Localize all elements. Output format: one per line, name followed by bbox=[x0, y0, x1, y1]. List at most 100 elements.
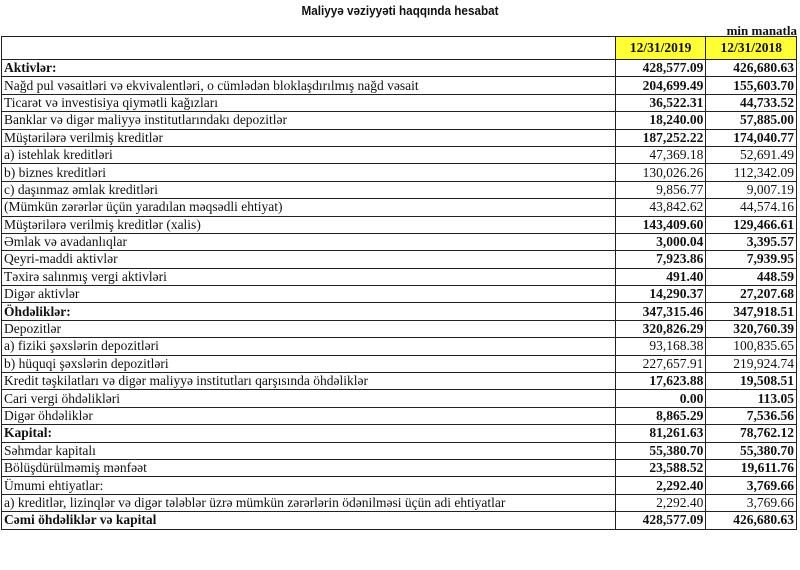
value-2018: 426,680.63 bbox=[705, 511, 797, 530]
column-header-2018: 12/31/2018 bbox=[705, 36, 797, 60]
value-2018: 448.59 bbox=[705, 267, 797, 287]
value-2019: 47,369.18 bbox=[614, 145, 707, 165]
value-2018: 78,762.12 bbox=[705, 424, 797, 443]
table-row: Banklar və digər maliyyə institutlarında… bbox=[1, 111, 797, 130]
row-label: Bölüşdürülməmiş mənfəət bbox=[1, 458, 616, 478]
value-2018: 27,207.68 bbox=[705, 285, 797, 304]
value-2019: 36,522.31 bbox=[614, 93, 707, 113]
row-label: Öhdəliklər: bbox=[1, 302, 616, 321]
table-row: Səhmdar kapitalı 55,380.70 55,380.70 bbox=[1, 441, 797, 460]
row-label: Aktivlər: bbox=[1, 58, 616, 78]
table-row: Öhdəliklər: 347,315.46 347,918.51 bbox=[1, 302, 797, 321]
value-2019: 320,826.29 bbox=[614, 319, 707, 339]
value-2018: 3,395.57 bbox=[705, 232, 797, 252]
row-label: Təxirə salınmış vergi aktivləri bbox=[1, 267, 616, 287]
row-label: Kredit təşkilatları və digər maliyyə ins… bbox=[1, 372, 616, 391]
value-2019: 17,623.88 bbox=[614, 372, 707, 391]
value-2019: 7,923.86 bbox=[614, 250, 707, 269]
value-2018: 219,924.74 bbox=[705, 354, 797, 374]
value-2018: 155,603.70 bbox=[705, 76, 797, 95]
row-label: Digər öhdəliklər bbox=[1, 406, 616, 426]
value-2019: 2,292.40 bbox=[614, 476, 707, 495]
value-2019: 227,657.91 bbox=[614, 354, 707, 374]
table-row: Müştərilərə verilmiş kreditlər 187,252.22… bbox=[1, 128, 797, 147]
row-label: a) istehlak kreditləri bbox=[1, 145, 616, 165]
value-2018: 3,769.66 bbox=[705, 476, 797, 495]
row-label: Banklar və digər maliyyə institutlarında… bbox=[1, 111, 616, 130]
value-2019: 187,252.22 bbox=[614, 128, 707, 147]
row-label: b) biznes kreditləri bbox=[1, 163, 616, 182]
table-row: Depozitlər 320,826.29 320,760.39 bbox=[1, 319, 797, 339]
value-2018: 174,040.77 bbox=[705, 128, 797, 147]
value-2018: 426,680.63 bbox=[705, 58, 797, 78]
table-row: Digər aktivlər 14,290.37 27,207.68 bbox=[1, 285, 797, 304]
balance-sheet-table: 12/31/2019 12/31/2018 Aktivlər: 428,577.0… bbox=[1, 36, 797, 530]
table-row: Kapital: 81,261.63 78,762.12 bbox=[1, 424, 797, 443]
row-label: Cari vergi öhdəlikləri bbox=[1, 389, 616, 408]
value-2019: 2,292.40 bbox=[614, 493, 707, 513]
row-label: a) kreditlər, lizinqlər və digər tələblə… bbox=[1, 493, 616, 513]
row-label: (Mümkün zərərlər üçün yaradılan məqsədli… bbox=[1, 198, 616, 217]
value-2019: 428,577.09 bbox=[614, 511, 707, 530]
table-row: Bölüşdürülməmiş mənfəət 23,588.52 19,611.7… bbox=[1, 458, 797, 478]
row-label: b) hüquqi şəxslərin depozitləri bbox=[1, 354, 616, 374]
value-2019: 347,315.46 bbox=[614, 302, 707, 321]
value-2019: 18,240.00 bbox=[614, 111, 707, 130]
row-label: Müştərilərə verilmiş kreditlər bbox=[1, 128, 616, 147]
table-row: Nağd pul vəsaitləri və ekvivalentləri, o… bbox=[1, 76, 797, 95]
value-2018: 7,536.56 bbox=[705, 406, 797, 426]
row-label: Əmlak və avadanlıqlar bbox=[1, 232, 616, 252]
row-label: Nağd pul vəsaitləri və ekvivalentləri, o… bbox=[1, 76, 616, 95]
page-title: Maliyyə vəziyyəti haqqında hesabat bbox=[301, 3, 499, 18]
value-2019: 8,865.29 bbox=[614, 406, 707, 426]
table-row: Aktivlər: 428,577.09 426,680.63 bbox=[1, 58, 797, 78]
table-row: (Mümkün zərərlər üçün yaradılan məqsədli… bbox=[1, 198, 797, 217]
row-label: Ticarət və investisiya qiymətli kağızlar… bbox=[1, 93, 616, 113]
value-2018: 44,574.16 bbox=[705, 198, 797, 217]
value-2019: 491.40 bbox=[614, 267, 707, 287]
table-row: c) daşınmaz əmlak kreditləri 9,856.77 9,00… bbox=[1, 180, 797, 200]
row-label: Ümumi ehtiyatlar: bbox=[1, 476, 616, 495]
value-2019: 9,856.77 bbox=[614, 180, 707, 200]
value-2019: 14,290.37 bbox=[614, 285, 707, 304]
header-row: 12/31/2019 12/31/2018 bbox=[1, 36, 797, 60]
value-2019: 143,409.60 bbox=[614, 215, 707, 234]
table-row: b) hüquqi şəxslərin depozitləri 227,657.9… bbox=[1, 354, 797, 374]
header-empty-cell bbox=[1, 36, 616, 60]
value-2018: 347,918.51 bbox=[705, 302, 797, 321]
table-body: Aktivlər: 428,577.09 426,680.63 Nağd pul və… bbox=[1, 58, 797, 530]
value-2018: 19,508.51 bbox=[705, 372, 797, 391]
table-row: Müştərilərə verilmiş kreditlər (xalis) 14… bbox=[1, 215, 797, 234]
value-2018: 19,611.76 bbox=[705, 458, 797, 478]
value-2018: 9,007.19 bbox=[705, 180, 797, 200]
value-2019: 55,380.70 bbox=[614, 441, 707, 460]
value-2018: 3,769.66 bbox=[705, 493, 797, 513]
row-label: Depozitlər bbox=[1, 319, 616, 339]
table-row: Əmlak və avadanlıqlar 3,000.04 3,395.57 bbox=[1, 232, 797, 252]
table-row: Ticarət və investisiya qiymətli kağızlar… bbox=[1, 93, 797, 113]
value-2018: 7,939.95 bbox=[705, 250, 797, 269]
value-2019: 0.00 bbox=[614, 389, 707, 408]
table-row: Ümumi ehtiyatlar: 2,292.40 3,769.66 bbox=[1, 476, 797, 495]
row-label: Digər aktivlər bbox=[1, 285, 616, 304]
value-2019: 428,577.09 bbox=[614, 58, 707, 78]
value-2019: 93,168.38 bbox=[614, 337, 707, 356]
row-label: Cəmi öhdəliklər və kapital bbox=[1, 511, 616, 530]
row-label: a) fiziki şəxslərin depozitləri bbox=[1, 337, 616, 356]
value-2019: 43,842.62 bbox=[614, 198, 707, 217]
table-row: Cari vergi öhdəlikləri 0.00 113.05 bbox=[1, 389, 797, 408]
row-label: c) daşınmaz əmlak kreditləri bbox=[1, 180, 616, 200]
table-row: Cəmi öhdəliklər və kapital 428,577.09 426,… bbox=[1, 511, 797, 530]
value-2018: 55,380.70 bbox=[705, 441, 797, 460]
table-row: a) fiziki şəxslərin depozitləri 93,168.38… bbox=[1, 337, 797, 356]
table-row: Təxirə salınmış vergi aktivləri 491.40 448… bbox=[1, 267, 797, 287]
row-label: Qeyri-maddi aktivlər bbox=[1, 250, 616, 269]
value-2019: 204,699.49 bbox=[614, 76, 707, 95]
value-2019: 3,000.04 bbox=[614, 232, 707, 252]
value-2019: 81,261.63 bbox=[614, 424, 707, 443]
table-row: Qeyri-maddi aktivlər 7,923.86 7,939.95 bbox=[1, 250, 797, 269]
row-label: Kapital: bbox=[1, 424, 616, 443]
value-2018: 100,835.65 bbox=[705, 337, 797, 356]
column-header-2019: 12/31/2019 bbox=[614, 36, 707, 60]
table-row: a) istehlak kreditləri 47,369.18 52,691.49 bbox=[1, 145, 797, 165]
